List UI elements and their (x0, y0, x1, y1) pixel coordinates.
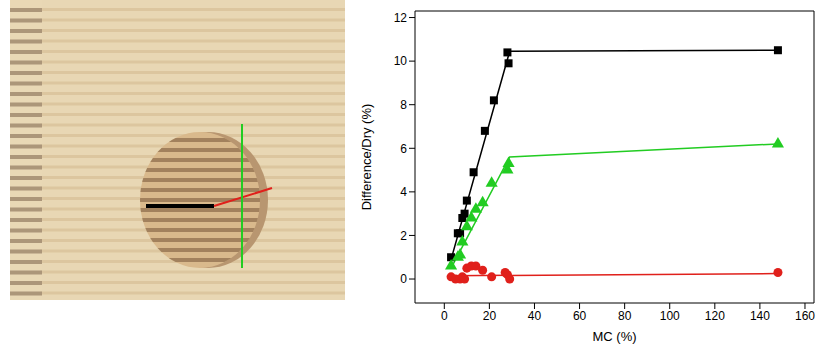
svg-text:0: 0 (400, 272, 407, 286)
svg-text:Difference/Dry (%): Difference/Dry (%) (359, 104, 374, 211)
svg-text:160: 160 (795, 309, 815, 323)
svg-text:60: 60 (573, 309, 587, 323)
svg-text:140: 140 (750, 309, 770, 323)
svg-text:40: 40 (528, 309, 542, 323)
svg-text:120: 120 (705, 309, 725, 323)
svg-text:2: 2 (400, 229, 407, 243)
svg-text:80: 80 (618, 309, 632, 323)
svg-text:8: 8 (400, 98, 407, 112)
svg-text:0: 0 (441, 309, 448, 323)
svg-text:10: 10 (394, 54, 408, 68)
svg-text:20: 20 (483, 309, 497, 323)
svg-text:MC (%): MC (%) (592, 329, 636, 344)
svg-text:6: 6 (400, 142, 407, 156)
svg-text:12: 12 (394, 11, 408, 25)
svg-text:4: 4 (400, 185, 407, 199)
svg-text:100: 100 (660, 309, 680, 323)
